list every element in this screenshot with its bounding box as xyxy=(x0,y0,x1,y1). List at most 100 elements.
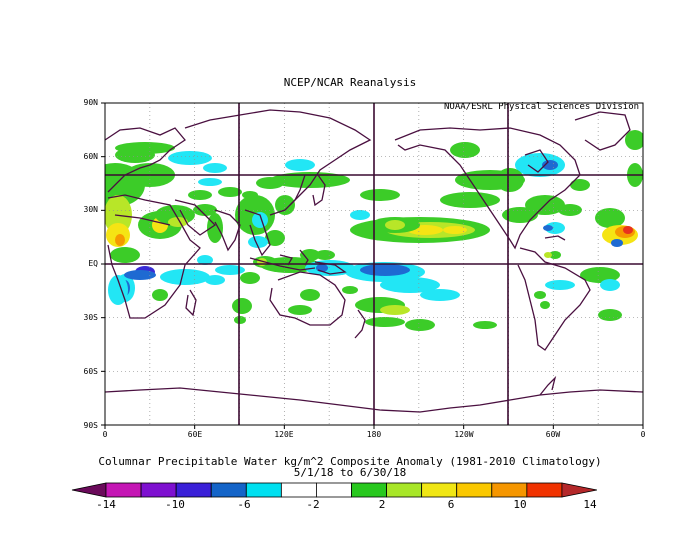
anomaly-patch xyxy=(203,163,227,173)
colorbar xyxy=(71,482,598,498)
anomaly-patch xyxy=(285,159,315,171)
lon-label-120e: 120E xyxy=(274,430,294,439)
anomaly-patch xyxy=(385,220,405,230)
anomaly-patch xyxy=(625,130,643,150)
colorbar-tick-label: 2 xyxy=(378,498,386,511)
coastline xyxy=(314,261,347,275)
anomaly-patch xyxy=(168,217,188,227)
lat-label-90n: 90N xyxy=(83,98,98,107)
map-frame xyxy=(104,102,644,426)
coastline xyxy=(354,309,366,339)
lon-label-120w: 120W xyxy=(454,430,474,439)
anomaly-patch xyxy=(205,275,225,285)
lon-label-0: 0 xyxy=(102,430,108,439)
anomaly-patch xyxy=(545,222,565,234)
anomaly-patch xyxy=(545,280,575,290)
anomaly-patch xyxy=(365,317,405,327)
lon-label-180: 180 xyxy=(366,430,382,439)
colorbar-swatch xyxy=(421,482,458,498)
coastlines xyxy=(105,109,643,413)
anomaly-patch xyxy=(543,225,553,231)
colorbar-swatch xyxy=(316,482,352,498)
anomaly-patch xyxy=(342,286,358,294)
anomaly-patch xyxy=(265,230,285,246)
anomaly-patch xyxy=(124,270,156,280)
colorbar-swatch xyxy=(140,482,177,498)
lat-label-30s: 30S xyxy=(83,313,98,322)
anomaly-patch xyxy=(160,269,210,285)
anomaly-patch xyxy=(542,160,558,170)
anomaly-patch xyxy=(496,168,524,192)
coastline xyxy=(107,194,201,319)
lat-label-60s: 60S xyxy=(83,367,98,376)
anomaly-patch xyxy=(215,265,245,275)
anomaly-patch xyxy=(252,212,268,228)
anomaly-patch xyxy=(232,298,252,314)
anomaly-patch xyxy=(595,208,625,228)
anomaly-patch xyxy=(168,151,212,165)
lat-label-60n: 60N xyxy=(83,152,98,161)
anomaly-patch xyxy=(443,226,467,234)
colorbar-swatch xyxy=(280,482,317,498)
coastline xyxy=(185,289,197,317)
colorbar-swatch xyxy=(245,482,282,498)
coastline xyxy=(244,209,271,257)
anomaly-patch xyxy=(450,142,480,158)
colorbar-swatch xyxy=(105,482,142,498)
credit-label: NOAA/ESRL Physical Sciences Division xyxy=(444,102,640,112)
anomaly-patch xyxy=(534,291,546,299)
anomaly-patch xyxy=(300,289,320,301)
map-title: NCEP/NCAR Reanalysis xyxy=(283,76,417,89)
anomaly-patch xyxy=(598,309,622,321)
anomaly-patch xyxy=(544,252,552,258)
colorbar-tick-label: -6 xyxy=(237,498,251,511)
anomaly-patch xyxy=(110,247,140,263)
anomaly-patch xyxy=(623,226,633,234)
anomaly-patch xyxy=(218,187,242,197)
caption-variable: Columnar Precipitable Water kg/m^2 Compo… xyxy=(98,455,602,468)
anomaly-patch xyxy=(270,172,350,188)
anomaly-patch xyxy=(420,289,460,301)
coastline xyxy=(114,214,171,226)
colorbar-tick-label: -14 xyxy=(96,498,116,511)
caption-dates: 5/1/18 to 6/30/18 xyxy=(293,466,407,479)
coastline xyxy=(279,254,293,266)
lon-label-0-right: 0 xyxy=(640,430,646,439)
anomaly-patch xyxy=(515,153,565,177)
coastline xyxy=(312,174,326,207)
colorbar-tick-label: 14 xyxy=(583,498,597,511)
lat-label-90s: 90S xyxy=(83,421,98,430)
lat-label-30n: 30N xyxy=(83,205,98,214)
coastline xyxy=(299,249,309,266)
anomaly-patch xyxy=(115,234,125,246)
coastline xyxy=(539,375,557,396)
anomaly-patch xyxy=(380,305,410,315)
colorbar-swatch xyxy=(386,482,423,498)
coastline xyxy=(214,209,241,252)
lat-label-eq: EQ xyxy=(88,259,98,268)
colorbar-swatch xyxy=(491,482,528,498)
anomaly-patch xyxy=(115,142,175,154)
anomaly-patch xyxy=(248,236,268,248)
lon-label-60e: 60E xyxy=(187,430,203,439)
colorbar-swatch xyxy=(175,482,212,498)
coastline xyxy=(184,109,372,206)
anomaly-patch xyxy=(108,275,128,305)
coastline xyxy=(544,235,566,241)
colorbar-tick-label: -10 xyxy=(165,498,185,511)
anomaly-patch xyxy=(549,251,561,259)
anomaly-patch xyxy=(405,319,435,331)
coastline xyxy=(574,111,631,151)
coastline xyxy=(174,199,217,236)
anomaly-patch xyxy=(360,189,400,201)
anomaly-patch xyxy=(350,210,370,220)
anomaly-patch xyxy=(315,250,335,260)
anomaly-patch xyxy=(570,179,590,191)
anomaly-patch xyxy=(288,305,312,315)
coastline xyxy=(105,127,186,193)
colorbar-tick-label: -2 xyxy=(306,498,320,511)
anomaly-patch xyxy=(380,277,440,293)
anomaly-patch xyxy=(240,272,260,284)
anomaly-patch xyxy=(473,321,497,329)
anomaly-patch xyxy=(188,190,212,200)
